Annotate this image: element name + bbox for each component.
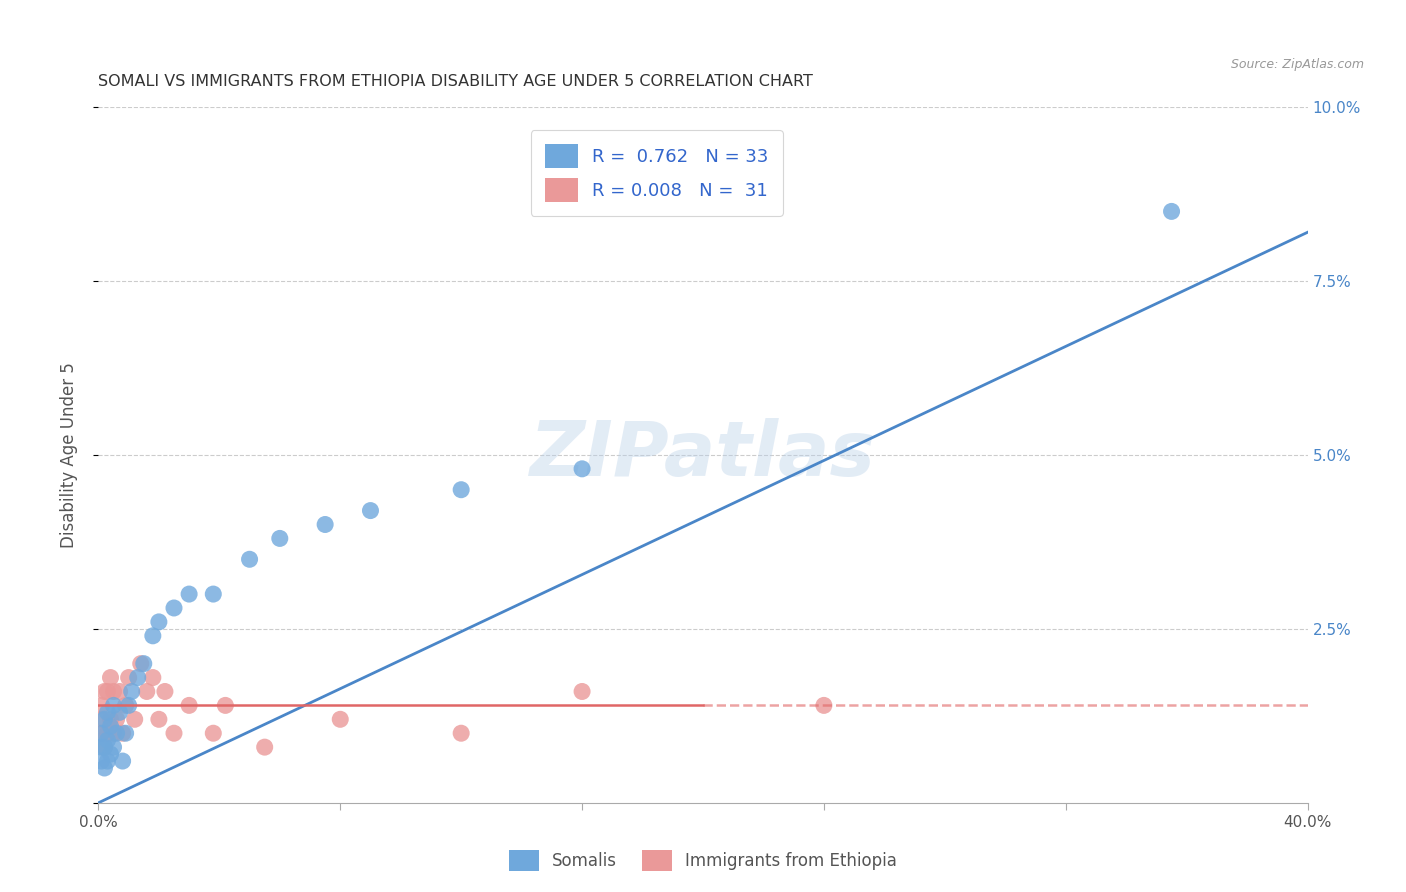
Point [571,684,593,698]
Point [100,719,122,733]
Point [571,462,593,476]
Point [179,698,201,713]
Text: Source: ZipAtlas.com: Source: ZipAtlas.com [1230,58,1364,71]
Point [269,532,291,546]
Point [96,754,118,768]
Legend: Somalis, Immigrants from Ethiopia: Somalis, Immigrants from Ethiopia [502,843,904,878]
Point [93,740,115,755]
Point [114,698,136,713]
Point [103,684,125,698]
Point [90,754,112,768]
Point [96,733,118,747]
Point [153,684,176,698]
Point [163,601,186,615]
Point [121,684,143,698]
Point [253,740,276,755]
Point [96,706,118,720]
Point [314,517,336,532]
Point [105,726,128,740]
Point [179,587,201,601]
Point [90,698,112,713]
Point [100,671,122,685]
Point [163,726,186,740]
Point [135,684,157,698]
Point [93,684,115,698]
Point [100,747,122,761]
Point [105,712,128,726]
Point [108,684,131,698]
Point [90,726,112,740]
Point [118,698,141,713]
Point [103,698,125,713]
Point [90,740,112,755]
Point [127,671,149,685]
Point [90,712,112,726]
Point [329,712,352,726]
Point [148,712,170,726]
Point [111,726,134,740]
Point [239,552,262,566]
Point [93,712,115,726]
Point [114,726,136,740]
Point [93,761,115,775]
Point [132,657,155,671]
Point [360,503,382,517]
Point [129,657,152,671]
Point [148,615,170,629]
Point [124,712,146,726]
Text: SOMALI VS IMMIGRANTS FROM ETHIOPIA DISABILITY AGE UNDER 5 CORRELATION CHART: SOMALI VS IMMIGRANTS FROM ETHIOPIA DISAB… [98,74,813,89]
Point [813,698,835,713]
Point [142,671,165,685]
Point [1160,204,1182,219]
Point [108,706,131,720]
Point [450,726,472,740]
Point [202,726,225,740]
Point [103,740,125,755]
Point [142,629,165,643]
Point [214,698,236,713]
Y-axis label: Disability Age Under 5: Disability Age Under 5 [59,362,77,548]
Point [450,483,472,497]
Point [111,754,134,768]
Point [100,712,122,726]
Point [103,726,125,740]
Point [202,587,225,601]
Text: ZIPatlas: ZIPatlas [530,418,876,491]
Point [96,726,118,740]
Point [93,740,115,755]
Point [118,671,141,685]
Point [90,726,112,740]
Point [96,684,118,698]
